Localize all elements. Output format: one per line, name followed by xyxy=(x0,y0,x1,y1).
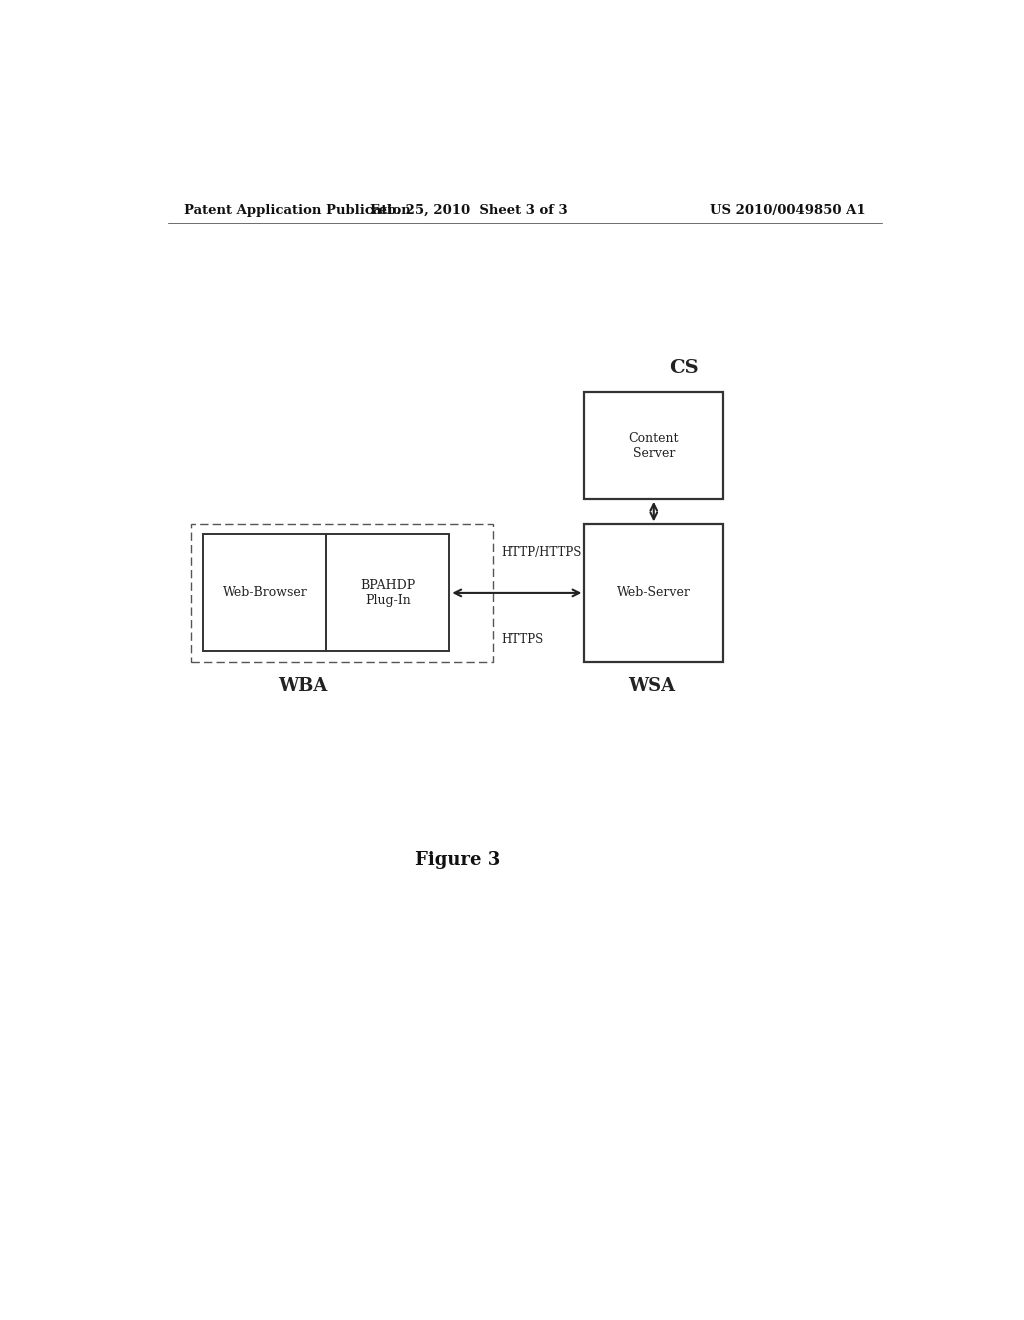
Text: CS: CS xyxy=(669,359,698,378)
Bar xyxy=(585,392,723,499)
Text: BPAHDP
Plug-In: BPAHDP Plug-In xyxy=(360,579,416,607)
Text: US 2010/0049850 A1: US 2010/0049850 A1 xyxy=(711,205,866,216)
Text: Figure 3: Figure 3 xyxy=(415,850,500,869)
Text: HTTPS: HTTPS xyxy=(501,634,544,645)
Text: Patent Application Publication: Patent Application Publication xyxy=(183,205,411,216)
Text: Web-Server: Web-Server xyxy=(616,586,691,599)
Bar xyxy=(327,535,450,651)
Text: Feb. 25, 2010  Sheet 3 of 3: Feb. 25, 2010 Sheet 3 of 3 xyxy=(371,205,568,216)
Text: WBA: WBA xyxy=(278,677,328,694)
Bar xyxy=(204,535,327,651)
Bar xyxy=(585,524,723,661)
Text: Web-Browser: Web-Browser xyxy=(222,586,307,599)
Bar xyxy=(191,524,494,661)
Text: Content
Server: Content Server xyxy=(629,432,679,459)
Text: HTTP/HTTPS: HTTP/HTTPS xyxy=(502,546,582,560)
Text: WSA: WSA xyxy=(628,677,676,694)
